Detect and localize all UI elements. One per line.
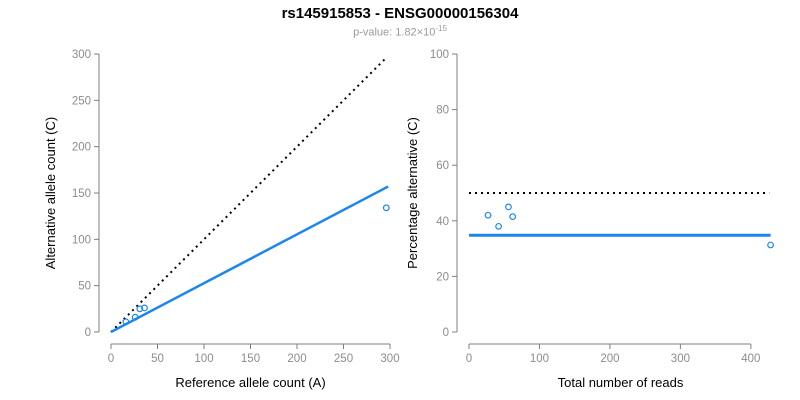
- y-tick-label: 50: [78, 281, 91, 293]
- data-point: [767, 241, 774, 249]
- x-tick-label: 150: [241, 353, 260, 365]
- p-value-text: p-value: 1.82×10: [353, 26, 436, 39]
- data-point: [382, 204, 390, 212]
- page-title: rs145915853 - ENSG00000156304: [281, 5, 519, 22]
- data-point: [509, 213, 517, 221]
- y-tick-label: 150: [72, 188, 91, 200]
- percentage-alternative-plot: 0 100 200 300 400 0 20 40 60 80 100 Total number of…: [405, 49, 774, 390]
- y-tick-label: 250: [72, 95, 91, 107]
- x-tick-label: 300: [380, 353, 399, 365]
- y-tick-label: 100: [430, 49, 449, 61]
- fit-line: [110, 185, 389, 334]
- x-tick-label: 100: [194, 353, 213, 365]
- x-tick-label: 0: [108, 353, 114, 365]
- data-point: [136, 305, 144, 313]
- p-value-subtitle: p-value: 1.82×10-15: [0, 24, 800, 39]
- x-tick-label: 300: [671, 353, 690, 365]
- x-tick-label: 200: [600, 353, 619, 365]
- x-tick-label: 100: [530, 353, 549, 365]
- x-axis-title: Total number of reads: [558, 375, 684, 390]
- data-point: [141, 304, 148, 312]
- y-tick-label: 0: [443, 327, 449, 339]
- data-point: [505, 203, 512, 211]
- y-tick-label: 40: [436, 216, 449, 228]
- allele-counts-plot: 0 50 100 150 200 250 300 0 50 100 150 200 250 300 Refe…: [43, 49, 400, 390]
- data-point: [131, 313, 139, 321]
- data-point: [484, 211, 492, 219]
- y-tick-label: 300: [72, 49, 91, 61]
- data-point: [495, 222, 502, 230]
- y-tick-label: 100: [72, 234, 91, 246]
- x-tick-label: 400: [741, 353, 760, 365]
- x-tick-label: 200: [287, 353, 306, 365]
- y-axis-title: Alternative allele count (C): [43, 117, 58, 269]
- y-tick-label: 60: [436, 160, 449, 172]
- y-tick-label: 200: [72, 142, 91, 154]
- x-tick-label: 250: [334, 353, 353, 365]
- y-tick-label: 80: [436, 105, 449, 117]
- data-point: [122, 318, 130, 326]
- y-tick-label: 0: [85, 327, 91, 339]
- y-axis-title: Percentage alternative (C): [405, 117, 420, 269]
- x-tick-label: 0: [466, 353, 472, 365]
- x-tick-label: 50: [151, 353, 164, 365]
- x-axis-title: Reference allele count (A): [175, 375, 325, 390]
- identity-line: [110, 56, 388, 333]
- p-value-exponent: -15: [435, 24, 447, 33]
- y-tick-label: 20: [436, 271, 449, 283]
